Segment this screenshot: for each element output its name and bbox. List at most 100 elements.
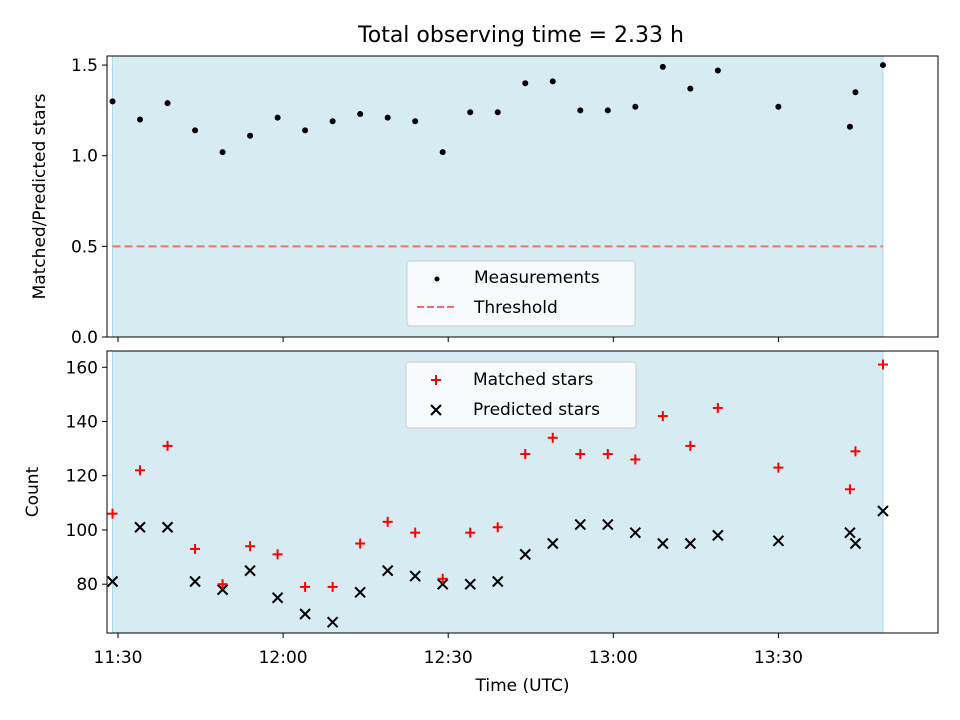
matched-stars-point — [272, 549, 283, 560]
measurement-point — [522, 80, 529, 87]
y-tick-label: 160 — [66, 358, 98, 378]
ratio-panel: 0.0 0.5 1.0 1.5 Matched/Predicted stars Mea… — [30, 55, 939, 348]
measurement-point — [137, 116, 144, 123]
x-tick-label: 11:30 — [94, 648, 143, 668]
measurement-point — [357, 111, 364, 118]
predicted-stars-legend-label: Predicted stars — [473, 400, 600, 420]
matched-stars-point — [520, 449, 531, 460]
predicted-stars-point — [574, 518, 586, 531]
predicted-stars-point — [629, 526, 642, 539]
matched-stars-point — [410, 527, 421, 538]
predicted-stars-point — [381, 564, 394, 577]
measurement-point — [632, 103, 639, 110]
predicted-stars-point — [684, 537, 697, 550]
measurement-point — [192, 127, 199, 134]
matched-stars-point — [107, 508, 118, 519]
time-x-axis: 11:30 12:00 12:30 13:00 13:30 — [94, 633, 803, 668]
ratio-x-ticks — [117, 337, 779, 342]
predicted-stars-point — [519, 548, 531, 561]
measurement-point — [164, 100, 171, 107]
measurement-point — [274, 114, 281, 121]
count-y-axis: 80 100 120 140 160 — [66, 358, 107, 595]
predicted-stars-point — [134, 521, 146, 533]
matched-stars-point — [437, 573, 448, 584]
matched-stars-point — [547, 432, 558, 443]
count-axes-frame — [106, 350, 939, 634]
measurement-point — [604, 107, 611, 114]
predicted-stars-point — [161, 521, 174, 533]
predicted-stars-point — [712, 529, 724, 542]
predicted-stars-point — [354, 586, 366, 599]
y-tick-label: 0.0 — [71, 328, 98, 348]
predicted-stars-point — [772, 535, 785, 547]
matched-stars-legend-marker — [431, 375, 441, 385]
measurement-point — [439, 149, 446, 156]
matched-stars-point — [465, 527, 476, 538]
predicted-stars-point — [271, 592, 284, 604]
measurement-point — [109, 98, 116, 105]
threshold-legend-label: Threshold — [473, 298, 558, 318]
predicted-stars-point — [409, 570, 421, 582]
measurement-point — [219, 149, 226, 156]
measurement-point — [494, 109, 501, 116]
x-axis-label: Time (UTC) — [475, 676, 570, 696]
x-tick-label: 12:00 — [259, 648, 308, 668]
x-tick-label: 12:30 — [424, 648, 473, 668]
measurement-point — [852, 89, 859, 96]
predicted-stars-point — [244, 564, 256, 577]
matched-stars-point — [327, 581, 338, 592]
matched-stars-point — [602, 449, 613, 460]
y-tick-label: 120 — [66, 467, 98, 487]
matched-stars-point — [657, 411, 668, 422]
y-tick-label: 1.5 — [71, 56, 98, 76]
ratio-axes-frame — [106, 55, 939, 338]
y-tick-label: 100 — [66, 521, 98, 541]
ratio-y-axis-label: Matched/Predicted stars — [30, 93, 50, 299]
predicted-stars-point — [492, 575, 504, 588]
matched-stars-point — [850, 446, 861, 457]
predicted-stars-point — [189, 575, 201, 588]
chart-title: Total observing time = 2.33 h — [357, 23, 684, 48]
measurement-point — [329, 118, 336, 125]
matched-stars-point — [135, 465, 146, 476]
measurements-legend-marker — [434, 276, 440, 282]
predicted-stars-point — [326, 616, 339, 628]
y-tick-label: 0.5 — [71, 237, 98, 257]
measurement-point — [302, 127, 309, 134]
measurement-point — [775, 103, 782, 110]
matched-stars-point — [162, 440, 173, 451]
measurement-point — [879, 62, 886, 69]
matched-stars-point — [190, 543, 201, 554]
matched-stars-point — [382, 516, 393, 527]
matched-stars-point — [492, 522, 503, 533]
predicted-stars-point — [436, 578, 449, 590]
count-marks — [106, 359, 889, 628]
predicted-stars-point — [547, 537, 559, 550]
ratio-legend-box — [406, 260, 636, 327]
matched-stars-point — [877, 359, 888, 370]
predicted-stars-point — [299, 608, 311, 620]
measurement-point — [714, 67, 721, 74]
predicted-stars-point — [602, 518, 614, 531]
matched-stars-point — [217, 579, 228, 590]
measurement-point — [247, 132, 254, 139]
measurement-point — [846, 123, 853, 130]
count-y-axis-label: Count — [23, 466, 43, 517]
matched-stars-point — [245, 541, 256, 552]
count-panel: 80 100 120 140 160 11:30 12:00 12:30 13:00 13:30… — [23, 350, 939, 696]
ratio-marks — [109, 62, 886, 248]
matched-stars-legend-label: Matched stars — [473, 370, 593, 390]
y-tick-label: 1.0 — [71, 147, 98, 167]
matched-stars-point — [685, 440, 696, 451]
matched-stars-point — [844, 484, 855, 495]
predicted-stars-point — [106, 575, 119, 588]
count-legend: Matched stars Predicted stars — [405, 361, 637, 429]
measurement-point — [467, 109, 474, 116]
matched-stars-point — [300, 581, 311, 592]
measurement-point — [577, 107, 584, 114]
y-tick-label: 140 — [66, 413, 98, 433]
matched-stars-point — [355, 538, 366, 549]
measurement-point — [412, 118, 419, 125]
predicted-stars-point — [849, 537, 862, 550]
